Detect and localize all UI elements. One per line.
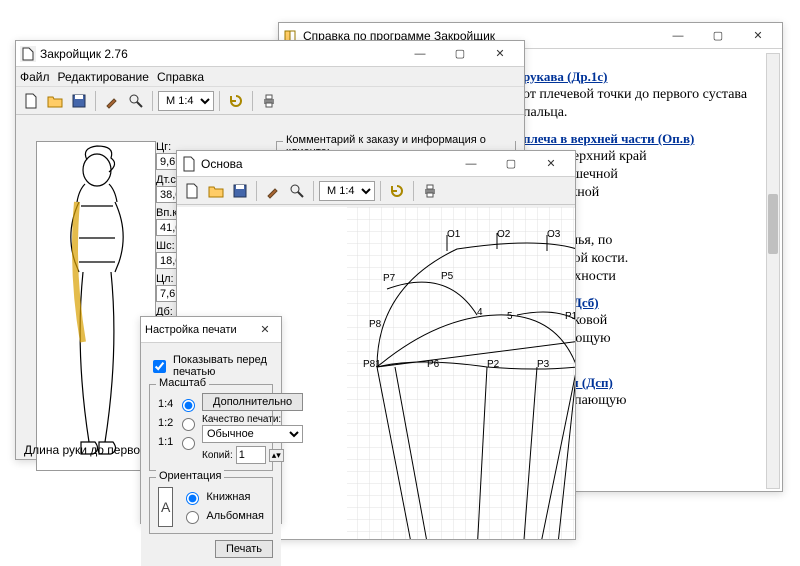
point-label: 5 xyxy=(507,311,513,322)
menu-edit[interactable]: Редактирование xyxy=(58,70,149,84)
close-button[interactable]: ✕ xyxy=(253,319,277,341)
point-label: P7 xyxy=(383,273,396,284)
portrait-radio[interactable]: Книжная xyxy=(181,489,264,505)
copies-input[interactable] xyxy=(236,446,266,464)
print-icon[interactable] xyxy=(258,90,280,112)
spinner-buttons[interactable]: ▴▾ xyxy=(269,449,284,462)
drawing-toolbar: М 1:1М 1:2М 1:4 xyxy=(177,177,575,205)
point-label: O2 xyxy=(497,229,511,240)
new-file-icon[interactable] xyxy=(181,180,203,202)
minimize-button[interactable]: — xyxy=(451,153,491,175)
point-label: P1 xyxy=(565,311,575,322)
scale-1-4-radio[interactable]: 1:4 xyxy=(158,396,196,412)
print-button[interactable]: Печать xyxy=(215,540,273,558)
save-icon[interactable] xyxy=(68,90,90,112)
brush-icon[interactable] xyxy=(262,180,284,202)
new-file-icon[interactable] xyxy=(20,90,42,112)
maximize-button[interactable]: ▢ xyxy=(698,25,738,47)
point-label: P81 xyxy=(363,359,381,370)
window-title: Закройщик 2.76 xyxy=(40,47,128,61)
scale-select[interactable]: М 1:1М 1:2М 1:4 xyxy=(158,91,214,111)
scale-1-2-radio[interactable]: 1:2 xyxy=(158,415,196,431)
point-label: O3 xyxy=(547,229,561,240)
scrollbar[interactable] xyxy=(766,53,780,489)
app-icon xyxy=(20,46,36,62)
dialog-title: Настройка печати xyxy=(145,324,237,336)
minimize-button[interactable]: — xyxy=(658,25,698,47)
landscape-radio[interactable]: Альбомная xyxy=(181,508,264,524)
point-label: P2 xyxy=(487,359,500,370)
rotate-icon[interactable] xyxy=(386,180,408,202)
show-before-print-checkbox[interactable]: Показывать перед печатью xyxy=(149,354,273,378)
open-folder-icon[interactable] xyxy=(44,90,66,112)
magnifier-icon[interactable] xyxy=(286,180,308,202)
menu-file[interactable]: Файл xyxy=(20,70,50,84)
page-orientation-icon: A xyxy=(158,487,173,527)
additional-button[interactable]: Дополнительно xyxy=(202,393,303,411)
close-button[interactable]: ✕ xyxy=(531,153,571,175)
point-label: P3 xyxy=(537,359,550,370)
maximize-button[interactable]: ▢ xyxy=(491,153,531,175)
close-button[interactable]: ✕ xyxy=(738,25,778,47)
doc-icon xyxy=(181,156,197,172)
scale-select[interactable]: М 1:1М 1:2М 1:4 xyxy=(319,181,375,201)
body-figure xyxy=(36,141,156,471)
scale-1-1-radio[interactable]: 1:1 xyxy=(158,434,196,450)
point-label: O1 xyxy=(447,229,461,240)
maximize-button[interactable]: ▢ xyxy=(440,43,480,65)
close-button[interactable]: ✕ xyxy=(480,43,520,65)
point-label: P6 xyxy=(427,359,440,370)
main-toolbar: М 1:1М 1:2М 1:4 xyxy=(16,87,524,115)
magnifier-icon[interactable] xyxy=(125,90,147,112)
save-icon[interactable] xyxy=(229,180,251,202)
minimize-button[interactable]: — xyxy=(400,43,440,65)
quality-select[interactable]: ОбычноеВысокое xyxy=(202,425,303,443)
menu-help[interactable]: Справка xyxy=(157,70,204,84)
print-icon[interactable] xyxy=(419,180,441,202)
brush-icon[interactable] xyxy=(101,90,123,112)
rotate-icon[interactable] xyxy=(225,90,247,112)
point-label: P5 xyxy=(441,271,454,282)
point-label: P8 xyxy=(369,319,382,330)
window-title: Основа xyxy=(201,157,243,171)
open-folder-icon[interactable] xyxy=(205,180,227,202)
point-label: 4 xyxy=(477,307,483,318)
